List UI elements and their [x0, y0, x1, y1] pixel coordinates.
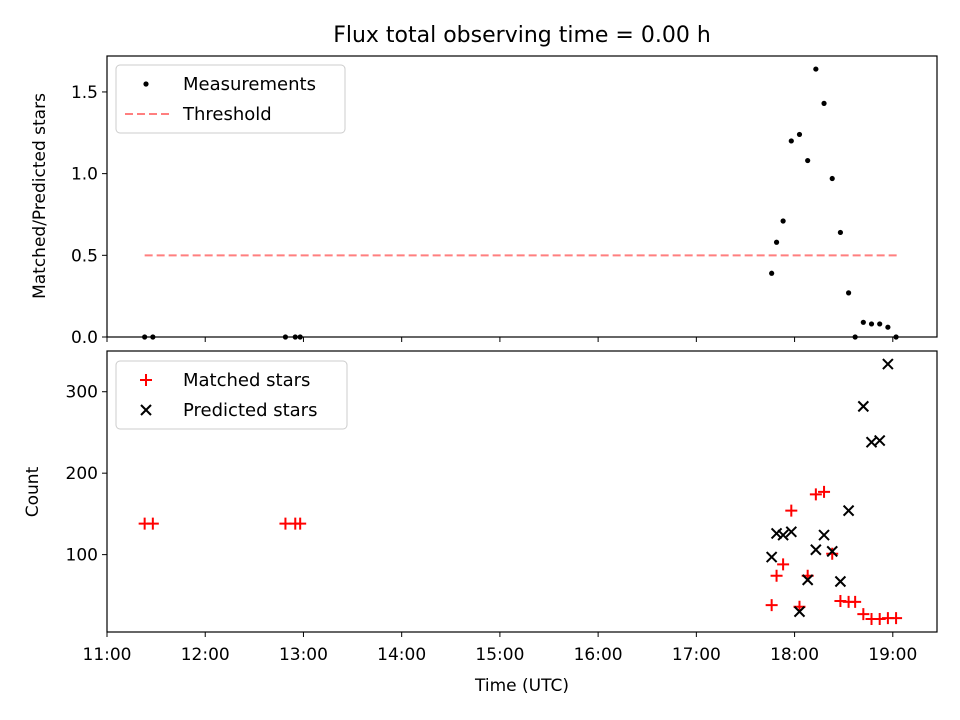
x-tick-label: 15:00 — [475, 645, 524, 665]
x-tick-label: 12:00 — [181, 645, 230, 665]
predicted-stars-point — [770, 527, 783, 540]
measurement-point — [837, 229, 844, 236]
measurement-point — [813, 66, 819, 72]
y-tick-label: 300 — [66, 383, 98, 403]
predicted-stars-point — [826, 545, 838, 558]
measurement-point — [821, 100, 827, 106]
matched-stars-point — [809, 488, 822, 501]
predicted-stars-point — [842, 504, 855, 517]
top-x-tick-marks — [106, 337, 894, 342]
y-tick-label: 1.0 — [71, 165, 98, 185]
predicted-stars-point — [882, 358, 894, 370]
matched-stars-legend-label: Matched stars — [183, 370, 310, 391]
y-tick-label: 100 — [66, 546, 98, 566]
predicted-stars-legend-marker — [140, 404, 152, 416]
predicted-stars-point — [873, 434, 886, 447]
top-y-ticks: 0.0 0.5 1.0 1.5 — [71, 83, 107, 348]
predicted-stars-point — [765, 551, 778, 563]
measurement-point — [788, 138, 794, 144]
top-legend: Measurements Threshold — [115, 64, 346, 134]
bottom-y-ticks: 100 200 300 — [66, 383, 107, 566]
chart-title: Flux total observing time = 0.00 h — [333, 23, 711, 48]
matched-stars-point — [146, 517, 159, 530]
measurements-legend-label: Measurements — [183, 74, 316, 95]
predicted-stars-point — [793, 605, 806, 618]
measurements-legend-marker — [143, 81, 149, 87]
matched-stars-point — [777, 558, 790, 571]
measurement-point — [829, 175, 835, 182]
x-tick-label: 13:00 — [279, 645, 328, 665]
measurement-point — [845, 290, 852, 296]
x-axis-label: Time (UTC) — [474, 676, 569, 696]
matched-stars-point — [826, 547, 839, 560]
bottom-legend-box — [115, 360, 348, 430]
measurement-point — [769, 270, 775, 276]
bottom-y-axis-label: Count — [23, 466, 43, 517]
measurement-point — [860, 319, 866, 325]
x-tick-label: 19:00 — [868, 645, 917, 665]
bottom-legend: Matched stars Predicted stars — [115, 360, 348, 430]
x-tick-label: 11:00 — [83, 645, 132, 665]
measurement-point — [780, 218, 786, 224]
y-tick-label: 1.5 — [71, 83, 98, 103]
y-tick-label: 200 — [66, 464, 98, 484]
matched-stars-legend-marker — [140, 374, 152, 386]
predicted-stars-point — [857, 400, 870, 413]
measurement-point — [868, 321, 875, 327]
x-tick-label: 14:00 — [377, 645, 426, 665]
predicted-stars-point — [777, 529, 789, 541]
top-axes-frame — [106, 55, 938, 338]
predicted-stars-point — [834, 575, 847, 588]
measurement-point — [805, 157, 811, 164]
bottom-x-ticks: 11:00 12:00 13:00 14:00 15:00 16:00 17:00 18:00… — [83, 632, 917, 665]
matched-stars-point — [765, 599, 778, 612]
predicted-stars-point — [785, 526, 798, 538]
bottom-plot-area — [138, 358, 903, 625]
x-tick-label: 17:00 — [672, 645, 721, 665]
top-y-axis-label: Matched/Predicted stars — [30, 93, 50, 299]
threshold-legend-label: Threshold — [182, 104, 272, 125]
matched-stars-point — [770, 569, 783, 582]
matched-stars-point — [294, 517, 307, 530]
predicted-stars-legend-label: Predicted stars — [183, 400, 317, 421]
matched-stars-point — [890, 612, 903, 625]
y-tick-label: 0.0 — [71, 328, 98, 348]
measurement-point — [885, 324, 891, 330]
matched-stars-point — [785, 504, 798, 517]
top-legend-box — [115, 64, 346, 134]
predicted-stars-point — [810, 544, 822, 556]
bottom-axes-frame — [106, 350, 938, 633]
x-tick-label: 16:00 — [574, 645, 623, 665]
measurement-point — [877, 321, 883, 327]
matched-stars-point — [857, 608, 870, 621]
predicted-stars-point — [818, 529, 830, 541]
y-tick-label: 0.5 — [71, 246, 98, 266]
matched-stars-point — [818, 485, 831, 498]
matched-stars-point — [849, 595, 862, 608]
predicted-stars-point — [801, 574, 814, 586]
count-panel: Count 100 200 300 11:00 12:00 13:00 14:00 15:0… — [23, 350, 938, 696]
measurement-point — [796, 131, 803, 138]
measurement-point — [773, 239, 780, 245]
x-tick-label: 18:00 — [770, 645, 819, 665]
ratio-panel: Matched/Predicted stars 0.0 0.5 1.0 1.5 Mea… — [30, 55, 938, 348]
